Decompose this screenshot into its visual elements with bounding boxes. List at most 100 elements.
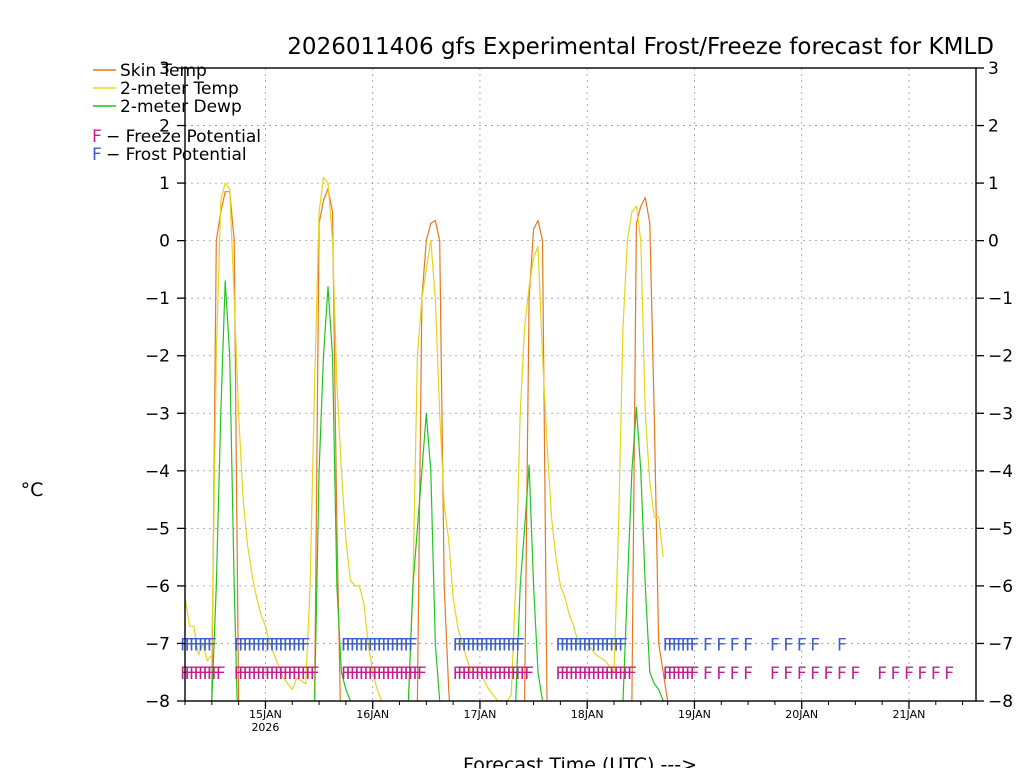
legend-label: Skin Temp <box>120 61 207 81</box>
potential-marker-frost-potential: F <box>582 635 592 655</box>
potential-marker-frost-potential: F <box>614 635 624 655</box>
potential-marker-freeze-potential: F <box>252 664 262 684</box>
potential-marker-frost-potential: F <box>783 635 793 655</box>
potential-marker-freeze-potential: F <box>560 664 570 684</box>
chart-title: 2026011406 gfs Experimental Frost/Freeze… <box>287 34 994 60</box>
legend-label: 2-meter Temp <box>120 79 239 99</box>
potential-marker-freeze-potential: F <box>703 664 713 684</box>
y-tick-label-left: −5 <box>145 519 170 539</box>
potential-marker-freeze-potential: F <box>596 664 606 684</box>
potential-marker-freeze-potential: F <box>417 664 427 684</box>
potential-marker-frost-potential: F <box>256 635 266 655</box>
plot-frame <box>184 67 977 702</box>
potential-marker-frost-potential: F <box>681 635 691 655</box>
potential-marker-frost-potential: F <box>185 635 195 655</box>
potential-marker-frost-potential: F <box>560 635 570 655</box>
y-axis-label: °C <box>21 479 44 501</box>
potential-marker-freeze-potential: F <box>716 664 726 684</box>
y-tick-label-right: 2 <box>988 117 999 137</box>
potential-marker-freeze-potential: F <box>408 664 418 684</box>
potential-marker-freeze-potential: F <box>681 664 691 684</box>
potential-marker-frost-potential: F <box>488 635 498 655</box>
potential-marker-freeze-potential: F <box>341 664 351 684</box>
potential-marker-freeze-potential: F <box>305 664 315 684</box>
potential-marker-freeze-potential: F <box>564 664 574 684</box>
y-tick-label-left: −2 <box>145 347 170 367</box>
potential-marker-freeze-potential: F <box>573 664 583 684</box>
potential-marker-freeze-potential: F <box>390 664 400 684</box>
potential-marker-freeze-potential: F <box>386 664 396 684</box>
potential-marker-freeze-potential: F <box>520 664 530 684</box>
x-tick-label: 16JAN <box>356 708 389 721</box>
y-axis-ticks: 3 3 2 2 1 1 0 0 −1 −1 −2 −2 −3 −3 −4 −4 −5 −5 −6 −6 −7 −7 −8 −8 <box>145 59 1013 712</box>
y-tick-label-left: 0 <box>159 232 170 252</box>
potential-marker-frost-potential: F <box>837 635 847 655</box>
potential-marker-frost-potential: F <box>345 635 355 655</box>
potential-marker-frost-potential: F <box>386 635 396 655</box>
potential-marker-freeze-potential: F <box>663 664 673 684</box>
potential-marker-freeze-potential: F <box>234 664 244 684</box>
potential-marker-freeze-potential: F <box>211 664 221 684</box>
potential-marker-freeze-potential: F <box>247 664 257 684</box>
legend-potential-letter: F <box>92 145 102 165</box>
potential-marker-freeze-potential: F <box>555 664 565 684</box>
potential-marker-frost-potential: F <box>667 635 677 655</box>
potential-marker-freeze-potential: F <box>238 664 248 684</box>
potential-marker-freeze-potential: F <box>359 664 369 684</box>
potential-marker-frost-potential: F <box>350 635 360 655</box>
potential-marker-freeze-potential: F <box>582 664 592 684</box>
potential-marker-freeze-potential: F <box>350 664 360 684</box>
potential-marker-freeze-potential: F <box>730 664 740 684</box>
potential-marker-frost-potential: F <box>252 635 262 655</box>
potential-marker-frost-potential: F <box>493 635 503 655</box>
potential-marker-frost-potential: F <box>395 635 405 655</box>
potential-marker-freeze-potential: F <box>363 664 373 684</box>
potential-marker-frost-potential: F <box>372 635 382 655</box>
x-tick-label: 17JAN <box>464 708 497 721</box>
legend-potential-label: − Freeze Potential <box>106 127 261 147</box>
potential-marker-freeze-potential: F <box>506 664 516 684</box>
potential-marker-freeze-potential: F <box>381 664 391 684</box>
potential-marker-frost-potential: F <box>596 635 606 655</box>
y-tick-label-left: −1 <box>145 289 170 309</box>
potential-marker-frost-potential: F <box>247 635 257 655</box>
potential-marker-freeze-potential: F <box>667 664 677 684</box>
potential-marker-freeze-potential: F <box>770 664 780 684</box>
potential-marker-freeze-potential: F <box>207 664 217 684</box>
potential-marker-freeze-potential: F <box>618 664 628 684</box>
potential-marker-frost-potential: F <box>243 635 253 655</box>
potential-marker-freeze-potential: F <box>296 664 306 684</box>
potential-marker-frost-potential: F <box>573 635 583 655</box>
potential-marker-frost-potential: F <box>605 635 615 655</box>
y-tick-label-right: −1 <box>988 289 1013 309</box>
potential-marker-frost-potential: F <box>404 635 414 655</box>
potential-marker-freeze-potential: F <box>891 664 901 684</box>
y-tick-label-right: −6 <box>988 577 1013 597</box>
potential-marker-freeze-potential: F <box>412 664 422 684</box>
potential-marker-freeze-potential: F <box>283 664 293 684</box>
potential-marker-frost-potential: F <box>189 635 199 655</box>
potential-marker-frost-potential: F <box>292 635 302 655</box>
potential-marker-freeze-potential: F <box>278 664 288 684</box>
potential-marker-frost-potential: F <box>287 635 297 655</box>
potential-marker-frost-potential: F <box>359 635 369 655</box>
x-tick-label: 18JAN <box>571 708 604 721</box>
potential-marker-freeze-potential: F <box>578 664 588 684</box>
potential-marker-frost-potential: F <box>278 635 288 655</box>
potential-marker-frost-potential: F <box>515 635 525 655</box>
potential-marker-freeze-potential: F <box>194 664 204 684</box>
potential-marker-frost-potential: F <box>457 635 467 655</box>
potential-marker-frost-potential: F <box>480 635 490 655</box>
potential-marker-freeze-potential: F <box>837 664 847 684</box>
potential-marker-freeze-potential: F <box>515 664 525 684</box>
potential-marker-frost-potential: F <box>587 635 597 655</box>
potential-marker-frost-potential: F <box>198 635 208 655</box>
potential-marker-freeze-potential: F <box>185 664 195 684</box>
potential-marker-freeze-potential: F <box>591 664 601 684</box>
potential-marker-freeze-potential: F <box>917 664 927 684</box>
potential-marker-frost-potential: F <box>502 635 512 655</box>
potential-marker-freeze-potential: F <box>877 664 887 684</box>
potential-marker-frost-potential: F <box>466 635 476 655</box>
potential-marker-frost-potential: F <box>703 635 713 655</box>
